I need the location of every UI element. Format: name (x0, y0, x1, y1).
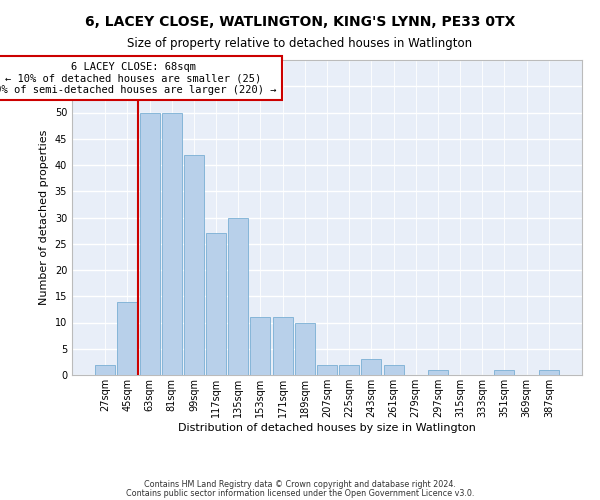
Text: Size of property relative to detached houses in Watlington: Size of property relative to detached ho… (127, 38, 473, 51)
Bar (206, 233, 226, 375)
Bar (383, 364, 404, 375)
X-axis label: Distribution of detached houses by size in Watlington: Distribution of detached houses by size … (178, 423, 476, 433)
Bar (140, 112, 160, 375)
Bar (539, 370, 559, 375)
Y-axis label: Number of detached properties: Number of detached properties (39, 130, 49, 305)
Bar (95, 364, 115, 375)
Bar (317, 364, 337, 375)
Bar (162, 112, 182, 375)
Text: Contains HM Land Registry data © Crown copyright and database right 2024.: Contains HM Land Registry data © Crown c… (144, 480, 456, 489)
Bar (339, 364, 359, 375)
Bar (118, 302, 137, 375)
Bar (361, 359, 382, 375)
Bar (272, 318, 293, 375)
Bar (228, 218, 248, 375)
Text: 6, LACEY CLOSE, WATLINGTON, KING'S LYNN, PE33 0TX: 6, LACEY CLOSE, WATLINGTON, KING'S LYNN,… (85, 15, 515, 29)
Bar (184, 154, 204, 375)
Bar (494, 370, 514, 375)
Bar (250, 318, 271, 375)
Text: Contains public sector information licensed under the Open Government Licence v3: Contains public sector information licen… (126, 489, 474, 498)
Text: 6 LACEY CLOSE: 68sqm
← 10% of detached houses are smaller (25)
89% of semi-detac: 6 LACEY CLOSE: 68sqm ← 10% of detached h… (0, 62, 277, 95)
Bar (428, 370, 448, 375)
Bar (295, 322, 315, 375)
